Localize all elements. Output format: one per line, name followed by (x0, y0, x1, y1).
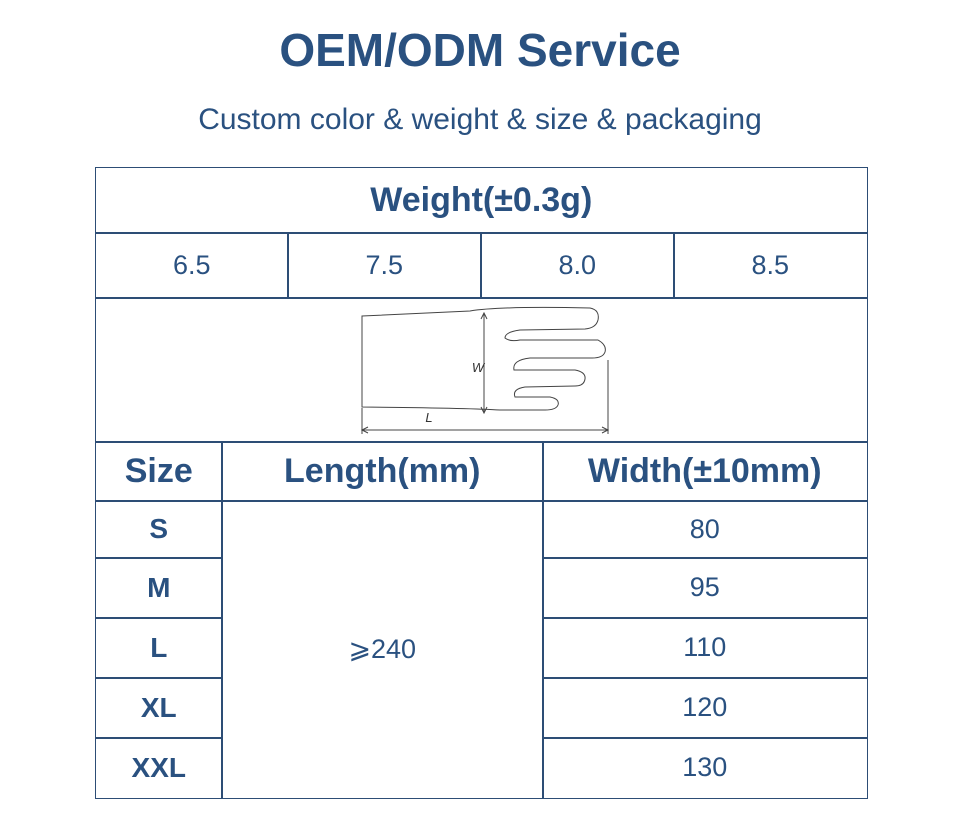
width-cell: 110 (542, 617, 868, 679)
weight-value: 6.5 (95, 232, 289, 299)
width-cell: 80 (542, 500, 868, 559)
column-header: Length(mm) (221, 441, 544, 502)
weight-value: 8.5 (673, 232, 868, 299)
column-header: Width(±10mm) (542, 441, 868, 502)
weight-value: 8.0 (480, 232, 675, 299)
page-subtitle: Custom color & weight & size & packaging (198, 103, 762, 136)
size-cell: M (95, 557, 223, 619)
width-cell: 95 (542, 557, 868, 619)
size-cell: L (95, 617, 223, 679)
width-cell: 130 (542, 737, 868, 799)
width-cell: 120 (542, 677, 868, 739)
page-title: OEM/ODM Service (279, 24, 681, 76)
length-cell: ⩾240 (221, 500, 544, 799)
weight-header: Weight(±0.3g) (95, 167, 868, 234)
diagram-cell (95, 297, 868, 443)
column-header: Size (95, 441, 223, 502)
size-cell: XXL (95, 737, 223, 799)
weight-value: 7.5 (287, 232, 482, 299)
size-cell: S (95, 500, 223, 559)
size-cell: XL (95, 677, 223, 739)
